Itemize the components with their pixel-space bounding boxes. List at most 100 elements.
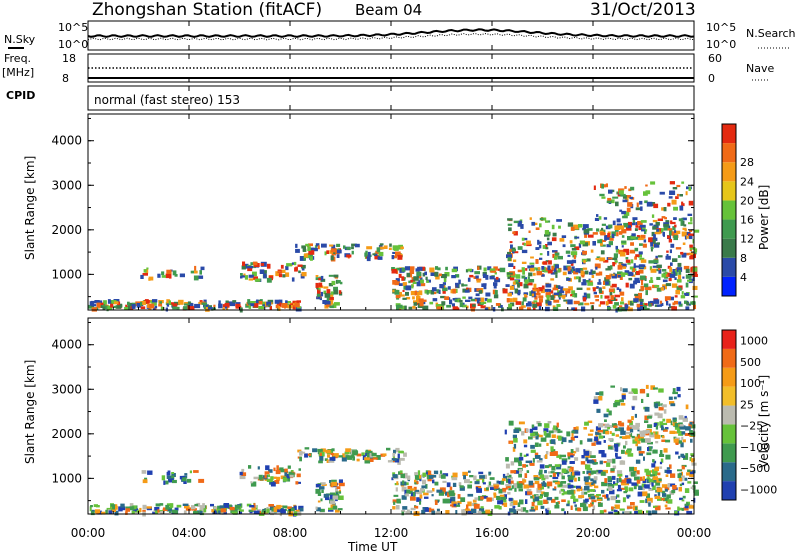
echo-cell (538, 241, 542, 245)
echo-cell (424, 507, 430, 512)
echo-cell (652, 226, 658, 230)
echo-cell (606, 244, 611, 248)
echo-cell (537, 500, 543, 506)
echo-cell (505, 284, 510, 287)
echo-cell (401, 294, 405, 297)
echo-cell (247, 299, 251, 304)
echo-cell (475, 293, 480, 297)
echo-cell (333, 289, 339, 295)
echo-cell (301, 245, 306, 249)
echo-cell (532, 431, 538, 436)
echo-cell (557, 472, 560, 477)
echo-cell (531, 221, 536, 226)
echo-cell (638, 269, 644, 274)
echo-cell (409, 269, 415, 274)
echo-cell (558, 430, 563, 433)
echo-cell (605, 268, 611, 271)
echo-cell (544, 230, 549, 235)
echo-cell (582, 242, 589, 247)
echo-cell (642, 305, 647, 311)
echo-cell (467, 484, 472, 489)
echo-cell (598, 450, 603, 454)
echo-cell (99, 300, 103, 303)
echo-cell (125, 304, 128, 309)
echo-cell (346, 254, 352, 258)
echo-cell (537, 239, 540, 245)
echo-cell (592, 232, 598, 235)
echo-cell (536, 488, 542, 493)
power-colorbar-label: Power [dB] (757, 185, 771, 250)
echo-cell (443, 277, 447, 283)
echo-cell (631, 388, 638, 393)
echo-cell (627, 261, 631, 265)
echo-cell (623, 483, 629, 486)
echo-cell (662, 435, 665, 439)
echo-cell (324, 293, 331, 298)
echo-cell (244, 263, 249, 269)
echo-cell (686, 235, 689, 239)
echo-cell (604, 419, 607, 422)
echo-cell (476, 298, 480, 304)
echo-cell (631, 467, 637, 471)
echo-cell (513, 443, 517, 449)
echo-cell (571, 290, 576, 296)
echo-cell (586, 258, 591, 262)
echo-cell (681, 465, 685, 470)
echo-cell (328, 283, 333, 287)
echo-cell (264, 474, 267, 479)
echo-cell (527, 276, 530, 280)
echo-cell (616, 470, 623, 474)
echo-cell (312, 448, 318, 453)
echo-cell (674, 277, 677, 280)
echo-cell (679, 497, 683, 501)
echo-cell (528, 230, 531, 233)
echo-cell (461, 283, 464, 287)
echo-cell (650, 246, 654, 250)
echo-cell (334, 302, 340, 306)
echo-cell (436, 306, 443, 310)
echo-cell (677, 255, 681, 258)
echo-cell (643, 456, 645, 461)
echo-cell (583, 224, 589, 228)
echo-cell (537, 483, 542, 489)
echo-cell (328, 296, 334, 301)
echo-cell (243, 273, 246, 276)
echo-cell (295, 248, 300, 253)
echo-cell (154, 507, 160, 511)
echo-cell (387, 460, 393, 463)
echo-cell (517, 502, 521, 507)
echo-cell (637, 254, 642, 258)
echo-cell (310, 256, 313, 261)
echo-cell (592, 462, 598, 465)
echo-cell (573, 307, 578, 311)
echo-cell (625, 475, 629, 478)
echo-cell (659, 461, 663, 465)
echo-cell (586, 293, 591, 299)
echo-cell (377, 256, 383, 260)
echo-cell (611, 458, 616, 464)
echo-cell (551, 265, 558, 271)
echo-cell (248, 278, 254, 281)
echo-cell (343, 245, 346, 249)
echo-cell (299, 507, 304, 512)
echo-cell (382, 453, 387, 457)
echo-cell (595, 266, 598, 270)
echo-cell (525, 510, 529, 513)
echo-cell (614, 400, 621, 406)
echo-cell (525, 240, 531, 245)
echo-cell (583, 292, 587, 296)
echo-cell (538, 287, 543, 292)
echo-cell (239, 471, 243, 476)
echo-cell (268, 504, 274, 507)
echo-cell (294, 303, 300, 308)
echo-cell (617, 484, 621, 490)
echo-cell (142, 504, 147, 510)
echo-cell (155, 509, 159, 515)
echo-cell (681, 436, 684, 440)
echo-cell (646, 201, 653, 207)
echo-cell (539, 257, 543, 260)
echo-cell (682, 276, 685, 279)
echo-cell (639, 224, 646, 228)
echo-cell (573, 300, 580, 305)
